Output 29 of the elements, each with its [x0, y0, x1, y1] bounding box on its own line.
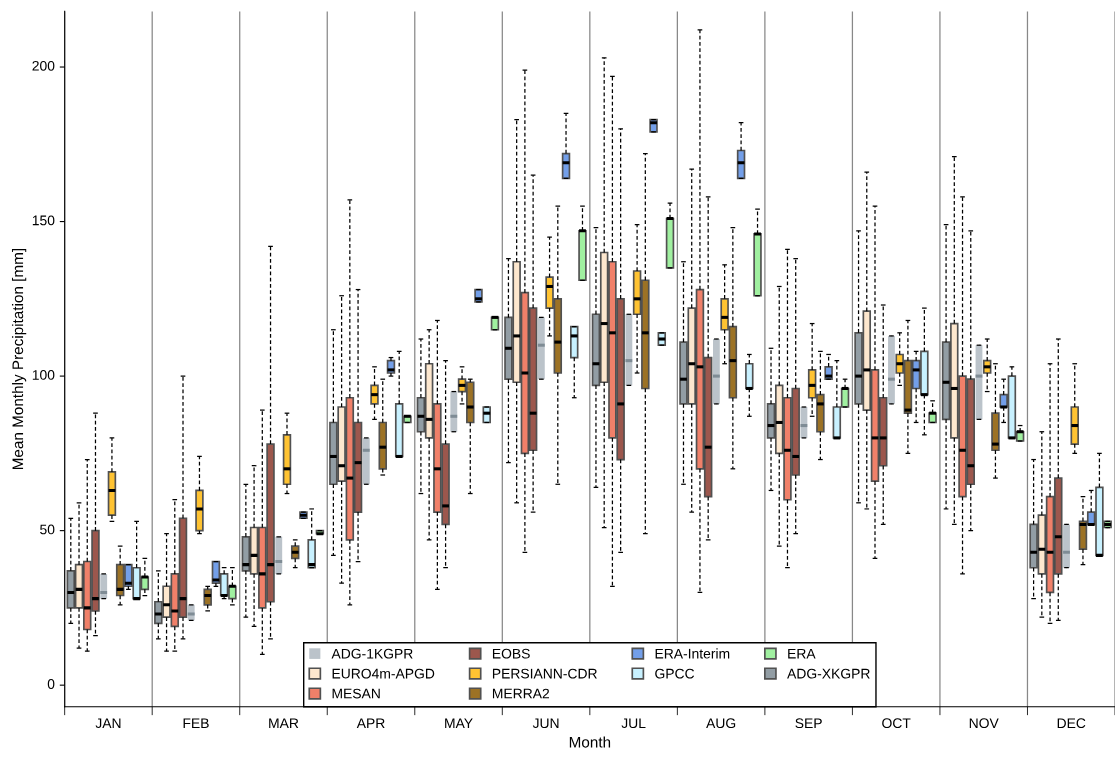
x-tick-label: JUN — [532, 718, 559, 729]
x-tick-label: NOV — [969, 718, 999, 729]
legend-label: EURO4m-APGD — [332, 668, 435, 679]
x-axis-title: Month — [569, 736, 611, 748]
x-tick-label: JAN — [95, 718, 121, 729]
x-tick-label: MAY — [445, 718, 473, 728]
x-tick-label: MAR — [269, 718, 299, 728]
legend-label: ADG-XKGPR — [787, 668, 870, 679]
x-tick-label: SEP — [795, 718, 822, 729]
legend-label: MERRA2 — [492, 688, 550, 699]
y-tick-label: 150 — [32, 215, 55, 226]
legend-label: ERA — [788, 648, 816, 659]
x-tick-label: APR — [356, 718, 385, 728]
y-tick-label: 100 — [32, 369, 55, 380]
legend-label: ADG-1KGPR — [331, 648, 413, 659]
legend-label: EOBS — [492, 648, 530, 659]
x-tick-label: FEB — [183, 718, 209, 728]
x-tick-label: AUG — [706, 718, 736, 729]
y-tick-label: 200 — [32, 60, 55, 71]
legend-label: GPCC — [655, 668, 695, 679]
x-tick-label: OCT — [882, 718, 911, 729]
legend-label: MESAN — [332, 688, 380, 699]
x-tick-label: JUL — [621, 718, 646, 729]
x-tick-label: DEC — [1057, 718, 1086, 729]
legend-label: ERA-Interim — [655, 648, 730, 659]
y-axis-title: Mean Monthly Precipitation [mm] — [11, 248, 27, 470]
y-tick-label: 50 — [40, 524, 55, 535]
y-tick-label: 0 — [47, 679, 55, 689]
legend-label: PERSIANN-CDR — [492, 668, 597, 679]
